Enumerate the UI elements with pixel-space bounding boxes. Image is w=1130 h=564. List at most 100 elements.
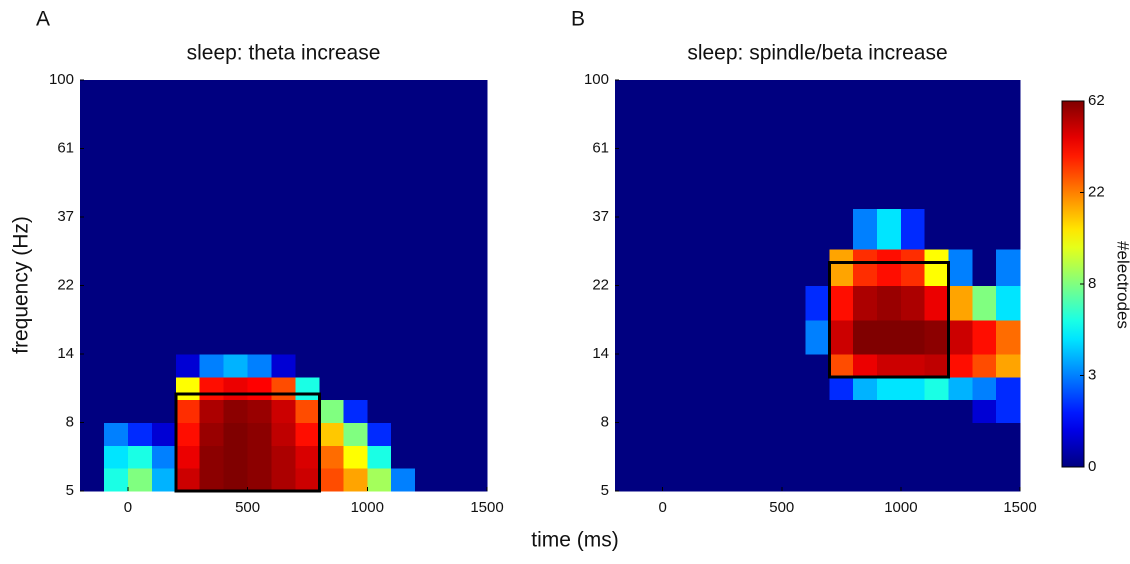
heatmap-cell	[151, 399, 177, 423]
heatmap-cell	[757, 319, 783, 355]
heatmap-cell	[710, 399, 735, 423]
heatmap-cell	[805, 399, 830, 423]
heatmap-cell	[415, 285, 440, 321]
chart-title: sleep: spindle/beta increase	[687, 42, 947, 65]
heatmap-cell	[271, 399, 296, 423]
heatmap-cell	[924, 80, 950, 149]
heatmap-cell	[662, 376, 687, 401]
heatmap-cell	[805, 208, 830, 250]
heatmap-cell	[367, 445, 392, 469]
heatmap-cell	[103, 208, 129, 250]
heatmap-cell	[80, 445, 105, 469]
heatmap-cell	[710, 319, 735, 355]
heatmap-cell	[710, 354, 735, 378]
y-axis-label: frequency (Hz)	[10, 216, 33, 354]
heatmap-cell	[972, 468, 997, 492]
heatmap-cell	[80, 80, 105, 149]
heatmap-cell	[924, 468, 950, 492]
heatmap-cell	[247, 468, 273, 492]
heatmap-cell	[199, 422, 225, 446]
heatmap-cell	[319, 319, 344, 355]
heatmap-cell	[367, 399, 392, 423]
heatmap-cell	[415, 319, 440, 355]
heatmap-cell	[175, 468, 201, 492]
heatmap-cell	[80, 248, 105, 286]
heatmap-cell	[734, 354, 759, 378]
heatmap-cell	[877, 422, 902, 446]
y-tick-label: 61	[592, 139, 609, 156]
heatmap-cell	[853, 248, 878, 286]
heatmap-cell	[757, 445, 783, 469]
heatmap-cell	[415, 248, 440, 286]
heatmap-cell	[662, 422, 687, 446]
heatmap-cell	[80, 208, 105, 250]
heatmap-cell	[805, 148, 830, 209]
heatmap-cell	[367, 468, 392, 492]
heatmap-cell	[103, 354, 129, 378]
heatmap-cell	[319, 148, 344, 209]
heatmap-cell	[271, 208, 296, 250]
heatmap-cell	[151, 354, 177, 378]
heatmap-cell	[439, 285, 464, 321]
heatmap-cell	[829, 445, 854, 469]
heatmap-cell	[710, 468, 735, 492]
x-tick-label: 1500	[470, 499, 503, 516]
heatmap-cell	[805, 319, 830, 355]
heatmap-cell	[343, 376, 368, 401]
heatmap-cell	[948, 148, 973, 209]
heatmap-cell	[710, 208, 735, 250]
heatmap-cell	[103, 148, 129, 209]
heatmap-cell	[319, 354, 344, 378]
heatmap-cell	[924, 319, 950, 355]
heatmap-cell	[638, 468, 664, 492]
heatmap-cell	[439, 80, 464, 149]
heatmap-cell	[439, 354, 464, 378]
heatmap-cell	[996, 422, 1021, 446]
heatmap-cell	[781, 285, 807, 321]
heatmap-cell	[710, 80, 735, 149]
heatmap-cell	[877, 319, 902, 355]
heatmap-cell	[972, 208, 997, 250]
heatmap-cell	[103, 319, 129, 355]
heatmap-cell	[247, 80, 273, 149]
heatmap-cell	[439, 208, 464, 250]
heatmap-cell	[710, 285, 735, 321]
heatmap-cell	[948, 376, 973, 401]
heatmap-cell	[319, 445, 344, 469]
heatmap-cell	[734, 422, 759, 446]
heatmap-cell	[391, 319, 416, 355]
heatmap-cell	[343, 468, 368, 492]
heatmap-cell	[948, 422, 973, 446]
heatmap-cell	[972, 248, 997, 286]
heatmap-cell	[757, 248, 783, 286]
heatmap-cell	[295, 80, 320, 149]
heatmap-cell	[247, 354, 273, 378]
y-tick-label: 22	[592, 276, 609, 293]
colorbar-tick-label: 8	[1088, 275, 1096, 292]
heatmap-cell	[463, 319, 488, 355]
heatmap-cell	[319, 422, 344, 446]
heatmap-cell	[295, 208, 320, 250]
heatmap-cell	[686, 319, 711, 355]
heatmap-cell	[391, 468, 416, 492]
heatmap-cell	[415, 422, 440, 446]
heatmap-cell	[439, 399, 464, 423]
heatmap-cell	[271, 376, 296, 401]
heatmap-cell	[686, 422, 711, 446]
heatmap-cell	[757, 285, 783, 321]
heatmap-cell	[391, 80, 416, 149]
heatmap-cell	[127, 445, 153, 469]
heatmap-cell	[295, 445, 320, 469]
heatmap-cell	[367, 248, 392, 286]
heatmap-cell	[439, 248, 464, 286]
heatmap-cell	[615, 208, 640, 250]
heatmap-cell	[686, 354, 711, 378]
heatmap-cell	[295, 376, 320, 401]
heatmap-cell	[127, 354, 153, 378]
heatmap-cell	[223, 376, 249, 401]
heatmap-cell	[343, 208, 368, 250]
heatmap-cell	[972, 148, 997, 209]
heatmap-cell	[103, 80, 129, 149]
heatmap-cell	[463, 445, 488, 469]
